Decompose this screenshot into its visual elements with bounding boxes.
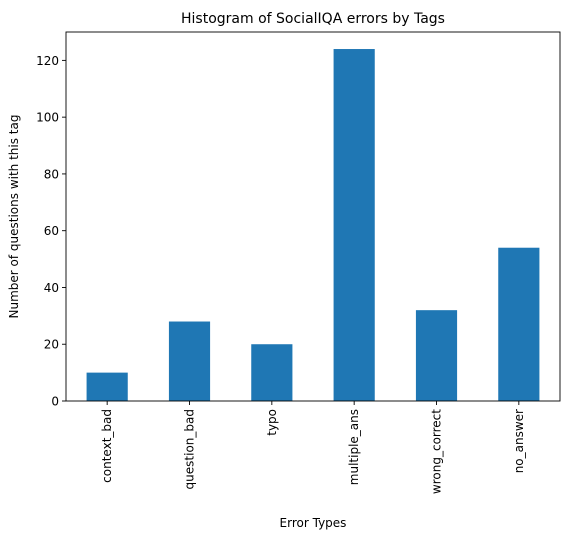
x-tick-label: wrong_correct bbox=[430, 409, 444, 494]
x-axis: context_bad question_bad typo multiple_ans w… bbox=[100, 401, 526, 494]
y-tick-label: 40 bbox=[44, 281, 59, 295]
y-tick-label: 80 bbox=[44, 167, 59, 181]
y-tick-label: 120 bbox=[36, 54, 59, 68]
x-tick-label: multiple_ans bbox=[347, 409, 361, 485]
bar-question_bad bbox=[168, 321, 211, 401]
y-axis: 0 20 40 60 80 100 120 bbox=[36, 54, 66, 409]
y-axis-label: Number of questions with this tag bbox=[7, 115, 21, 319]
bar-no_answer bbox=[498, 247, 540, 401]
x-tick-label: question_bad bbox=[183, 409, 197, 489]
y-tick-label: 20 bbox=[44, 338, 59, 352]
x-tick-label: typo bbox=[265, 409, 279, 436]
x-axis-label: Error Types bbox=[280, 516, 347, 530]
y-tick-label: 60 bbox=[44, 224, 59, 238]
chart-title: Histogram of SocialIQA errors by Tags bbox=[181, 11, 445, 27]
bar-typo bbox=[251, 344, 293, 401]
x-tick-label: no_answer bbox=[512, 409, 526, 473]
plot-frame bbox=[65, 31, 561, 402]
bar-context_bad bbox=[86, 372, 128, 401]
y-tick-label: 100 bbox=[36, 111, 59, 125]
x-tick-label: context_bad bbox=[100, 409, 114, 483]
bar-wrong_correct bbox=[415, 310, 458, 401]
bars-group bbox=[86, 49, 540, 401]
y-tick-label: 0 bbox=[51, 395, 59, 409]
bar-multiple_ans bbox=[333, 49, 375, 401]
